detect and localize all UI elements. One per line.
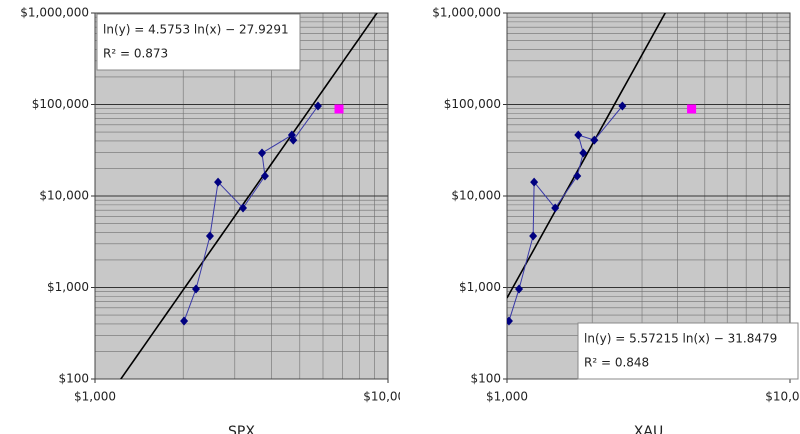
trendline-r-squared: R² = 0.848 bbox=[584, 356, 649, 370]
equation-box bbox=[96, 13, 301, 71]
x-tick-label: $1,000 bbox=[486, 390, 528, 404]
chart: $100 $1,000 $10,000 $100,000 $1,000,000 $1,00… bbox=[432, 6, 800, 434]
trendline bbox=[507, 13, 667, 299]
point bbox=[574, 130, 583, 140]
trendline-r-squared: R² = 0.873 bbox=[103, 47, 168, 61]
point bbox=[313, 101, 322, 111]
point bbox=[214, 177, 223, 187]
y-tick-label: $100 bbox=[470, 372, 501, 386]
point bbox=[618, 101, 627, 111]
point bbox=[192, 284, 201, 294]
y-tick-label: $1,000,000 bbox=[432, 6, 501, 20]
y-tick-label: $1,000 bbox=[459, 280, 501, 294]
series-line bbox=[508, 105, 623, 322]
x-axis-title: XAU bbox=[634, 424, 663, 434]
y-tick-label: $10,000 bbox=[39, 189, 89, 203]
point bbox=[239, 203, 248, 213]
point bbox=[529, 231, 538, 241]
point bbox=[257, 148, 266, 158]
x-tick-label: $10,000 bbox=[363, 390, 400, 404]
point bbox=[579, 148, 588, 158]
x-tick-label: $1,000 bbox=[74, 390, 116, 404]
x-axis-title: SPX bbox=[228, 424, 255, 434]
point bbox=[530, 177, 539, 187]
point bbox=[260, 171, 269, 181]
point bbox=[515, 284, 524, 294]
y-tick-label: $100,000 bbox=[444, 97, 501, 111]
trendline-equation: ln(y) = 5.57215 ln(x) − 31.8479 bbox=[584, 332, 777, 346]
y-tick-label: $100 bbox=[58, 372, 89, 386]
x-tick-label: $10,000 bbox=[765, 390, 800, 404]
y-tick-label: $10,000 bbox=[451, 189, 501, 203]
point bbox=[507, 316, 513, 326]
trendline-equation: ln(y) = 4.5753 ln(x) − 27.9291 bbox=[103, 23, 289, 37]
point bbox=[687, 104, 697, 114]
equation-box bbox=[577, 322, 799, 380]
y-tick-label: $1,000,000 bbox=[20, 6, 89, 20]
chart: $100 $1,000 $10,000 $100,000 $1,000,000 $1,00… bbox=[20, 6, 400, 434]
point bbox=[334, 104, 344, 114]
plot-border bbox=[94, 12, 389, 380]
plot-layer bbox=[119, 13, 378, 379]
point bbox=[180, 316, 189, 326]
point bbox=[551, 203, 560, 213]
y-tick-label: $1,000 bbox=[47, 280, 89, 294]
point bbox=[573, 171, 582, 181]
point bbox=[590, 135, 599, 145]
point bbox=[205, 231, 214, 241]
point bbox=[289, 135, 298, 145]
y-tick-label: $100,000 bbox=[32, 97, 89, 111]
plot-layer bbox=[507, 13, 697, 326]
